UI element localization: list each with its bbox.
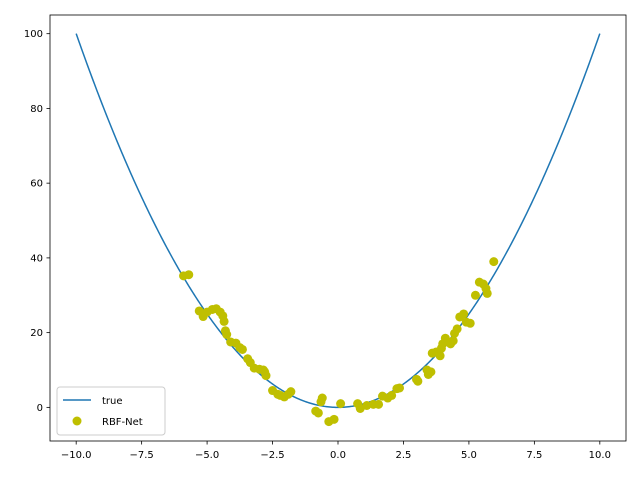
y-axis: 0 20 40 60 80 100 <box>24 29 50 414</box>
x-tick-label: 0.0 <box>330 450 346 461</box>
rbf-net-point <box>374 399 384 409</box>
legend-rbf-net-marker-swatch <box>72 416 82 426</box>
true-curve-layer <box>75 33 601 409</box>
rbf-net-point <box>387 390 397 400</box>
y-tick-label: 20 <box>30 328 43 339</box>
legend-label-rbf-net: RBF-Net <box>102 417 143 428</box>
rbf-net-point <box>329 414 339 424</box>
rbf-net-point <box>426 367 436 377</box>
rbf-net-point <box>452 324 462 334</box>
rbf-net-point <box>184 270 194 280</box>
y-tick-label: 60 <box>30 179 43 190</box>
rbf-net-point <box>395 383 405 393</box>
rbf-net-point <box>489 257 499 267</box>
x-tick-label: 5.0 <box>461 450 477 461</box>
y-tick-label: 80 <box>30 104 43 115</box>
rbf-net-points-layer <box>179 257 499 427</box>
rbf-net-point <box>336 399 346 409</box>
rbf-net-point <box>470 290 480 300</box>
legend: true RBF-Net <box>56 386 166 436</box>
y-tick-label: 0 <box>37 403 43 414</box>
rbf-net-point <box>286 387 296 397</box>
rbf-net-point <box>261 371 271 381</box>
legend-box <box>56 386 166 436</box>
rbf-net-point <box>413 376 423 386</box>
rbf-net-point <box>435 351 445 361</box>
legend-label-true: true <box>102 396 123 407</box>
rbf-net-point <box>222 330 232 339</box>
y-tick-label: 40 <box>30 253 43 264</box>
rbf-net-point <box>317 393 327 403</box>
true-curve-line <box>75 33 601 409</box>
x-tick-label: 10.0 <box>589 450 611 461</box>
x-tick-label: −7.5 <box>129 450 153 461</box>
rbf-net-point <box>482 288 492 298</box>
x-tick-label: −2.5 <box>260 450 284 461</box>
y-tick-label: 100 <box>24 29 43 40</box>
x-tick-label: −10.0 <box>61 450 92 461</box>
rbf-net-point <box>219 316 229 326</box>
x-tick-label: 2.5 <box>396 450 412 461</box>
rbf-net-point <box>313 408 323 418</box>
rbf-net-point <box>237 344 247 354</box>
x-tick-label: 7.5 <box>526 450 542 461</box>
x-axis: −10.0 −7.5 −5.0 −2.5 0.0 2.5 5.0 7.5 10.0 <box>61 441 611 461</box>
rbf-net-point <box>459 309 469 319</box>
rbf-net-point <box>465 318 475 328</box>
rbf-net-point <box>448 336 458 346</box>
x-tick-label: −5.0 <box>195 450 219 461</box>
